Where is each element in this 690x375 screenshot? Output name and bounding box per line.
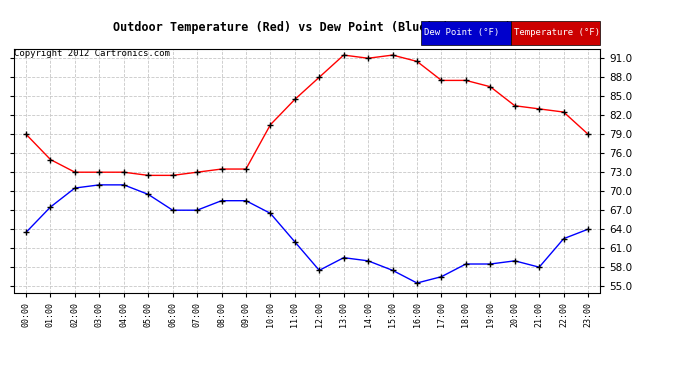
Text: Copyright 2012 Cartronics.com: Copyright 2012 Cartronics.com <box>14 49 170 58</box>
Text: Outdoor Temperature (Red) vs Dew Point (Blue) (24 Hours) 20120714: Outdoor Temperature (Red) vs Dew Point (… <box>113 21 577 34</box>
Text: Temperature (°F): Temperature (°F) <box>514 28 600 38</box>
Text: Dew Point (°F): Dew Point (°F) <box>424 28 500 38</box>
